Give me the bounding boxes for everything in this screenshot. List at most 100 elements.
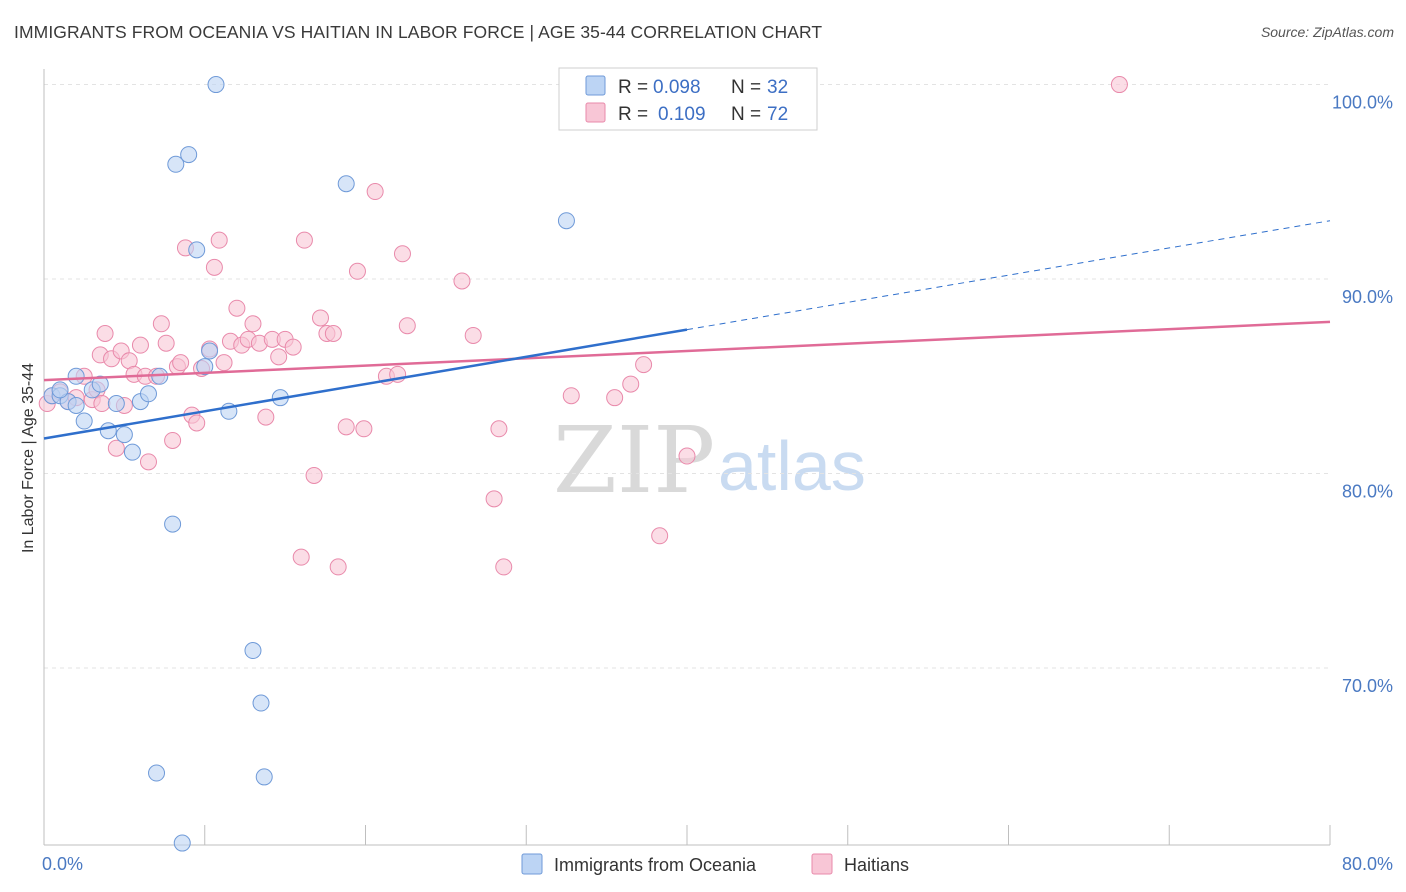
y-tick-label-3: 70.0%: [1342, 676, 1393, 696]
haitians-point-25: [172, 354, 190, 372]
series-haitians-points: [38, 76, 1128, 576]
haitians-point-23: [164, 431, 182, 449]
haitians-point-32: [210, 231, 228, 249]
oceania-point-23: [252, 694, 270, 712]
haitians-point-40: [257, 408, 275, 426]
oceania-point-12: [139, 385, 157, 403]
bottom-legend-label-haitians: Haitians: [844, 855, 909, 875]
haitians-point-68: [635, 356, 653, 374]
y-tick-label-2: 80.0%: [1342, 482, 1393, 502]
haitians-point-55: [366, 183, 384, 201]
oceania-point-8: [107, 395, 125, 413]
y-tick-labels: 100.0% 90.0% 80.0% 70.0%: [1332, 93, 1393, 696]
oceania-point-19: [201, 342, 219, 360]
haitians-point-53: [348, 262, 366, 280]
bottom-legend-swatch-oceania: [521, 853, 543, 875]
haitians-point-59: [398, 317, 416, 335]
haitians-point-47: [305, 466, 323, 484]
legend-r-label-1: R =: [618, 77, 648, 98]
trend-lines: [43, 220, 1331, 440]
x-tick-labels: 0.0% 80.0%: [42, 854, 1393, 874]
oceania-point-24: [255, 768, 273, 786]
oceania-point-9: [115, 426, 133, 444]
haitians-point-12: [107, 439, 125, 457]
haitians-point-62: [485, 490, 503, 508]
oceania-point-6: [91, 375, 109, 393]
legend-swatch-haitians: [585, 102, 606, 123]
haitians-point-52: [337, 418, 355, 436]
haitians-point-51: [329, 558, 347, 576]
haitians-point-33: [215, 354, 233, 372]
oceania-point-26: [337, 175, 355, 193]
haitians-point-31: [205, 258, 223, 276]
oceania-point-16: [180, 146, 198, 164]
oceania-point-22: [244, 642, 262, 660]
legend-r-value-2: 0.109: [658, 104, 706, 125]
haitians-point-17: [131, 336, 149, 354]
oceania-point-20: [207, 76, 225, 94]
oceania-point-10: [123, 443, 141, 461]
chart-title: IMMIGRANTS FROM OCEANIA VS HAITIAN IN LA…: [14, 22, 823, 42]
haitians-point-61: [464, 326, 482, 344]
oceania-point-17: [188, 241, 206, 259]
grid-lines: [44, 84, 1330, 669]
haitians-point-44: [284, 338, 302, 356]
y-tick-label-0: 100.0%: [1332, 93, 1393, 113]
legend-swatch-oceania: [585, 75, 606, 96]
oceania-trend-line: [43, 328, 688, 440]
legend-n-value-2: 72: [767, 104, 788, 125]
haitians-point-46: [295, 231, 313, 249]
oceania-point-4: [75, 412, 93, 430]
series-legend: Immigrants from Oceania Haitians: [521, 853, 909, 875]
haitians-point-69: [651, 527, 669, 545]
oceania-point-27: [557, 212, 575, 230]
haitians-point-66: [606, 389, 624, 407]
haitians-point-21: [152, 315, 170, 333]
x-tick-label-1: 80.0%: [1342, 854, 1393, 874]
haitians-point-38: [244, 315, 262, 333]
oceania-point-31: [51, 381, 69, 399]
haitians-point-45: [292, 548, 310, 566]
oceania-trend-extension: [686, 220, 1331, 331]
haitians-point-65: [562, 387, 580, 405]
haitians-point-42: [270, 348, 288, 366]
bottom-legend-label-oceania: Immigrants from Oceania: [554, 855, 757, 875]
haitians-point-54: [355, 420, 373, 438]
watermark-atlas: atlas: [718, 427, 866, 505]
axes: [43, 69, 1331, 846]
series-oceania-points: [43, 76, 575, 852]
haitians-point-67: [622, 375, 640, 393]
haitians-point-22: [157, 334, 175, 352]
oceania-point-14: [164, 515, 182, 533]
haitians-point-64: [495, 558, 513, 576]
haitians-point-35: [228, 299, 246, 317]
haitians-point-50: [324, 325, 342, 343]
x-tick-label-0: 0.0%: [42, 854, 83, 874]
haitians-trend-line: [43, 320, 1331, 382]
oceania-point-15: [167, 155, 185, 173]
haitians-point-63: [490, 420, 508, 438]
legend-r-value-1: 0.098: [653, 77, 701, 98]
oceania-point-18: [196, 358, 214, 376]
correlation-legend: R = 0.098 N = 32 R = 0.109 N = 72: [558, 67, 818, 131]
legend-n-value-1: 32: [767, 77, 788, 98]
y-axis-title: In Labor Force | Age 35-44: [20, 363, 37, 553]
legend-n-label-2: N =: [731, 104, 761, 125]
haitians-point-10: [96, 325, 114, 343]
chart-source: Source: ZipAtlas.com: [1260, 24, 1394, 40]
haitians-point-58: [393, 245, 411, 263]
bottom-legend-swatch-haitians: [811, 853, 833, 875]
haitians-point-28: [188, 414, 206, 432]
oceania-point-7: [99, 422, 117, 440]
legend-r-label-2: R =: [618, 104, 648, 125]
haitians-point-60: [453, 272, 471, 290]
oceania-point-3: [67, 367, 85, 385]
oceania-point-30: [67, 396, 85, 414]
haitians-point-71: [1110, 76, 1128, 94]
oceania-point-28: [148, 764, 166, 782]
haitians-point-48: [311, 309, 329, 327]
legend-n-label-1: N =: [731, 77, 761, 98]
oceania-point-29: [173, 834, 191, 852]
y-tick-label-1: 90.0%: [1342, 287, 1393, 307]
